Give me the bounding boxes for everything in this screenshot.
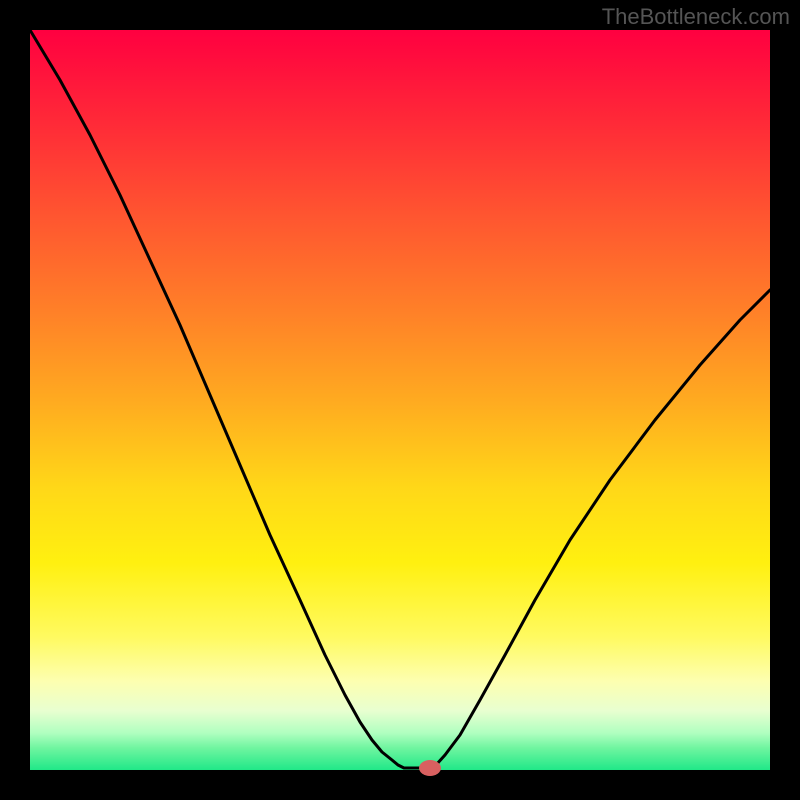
optimal-marker (419, 760, 441, 776)
chart-svg (0, 0, 800, 800)
bottleneck-chart (0, 0, 800, 800)
plot-background (30, 30, 770, 770)
watermark-text: TheBottleneck.com (602, 4, 790, 30)
